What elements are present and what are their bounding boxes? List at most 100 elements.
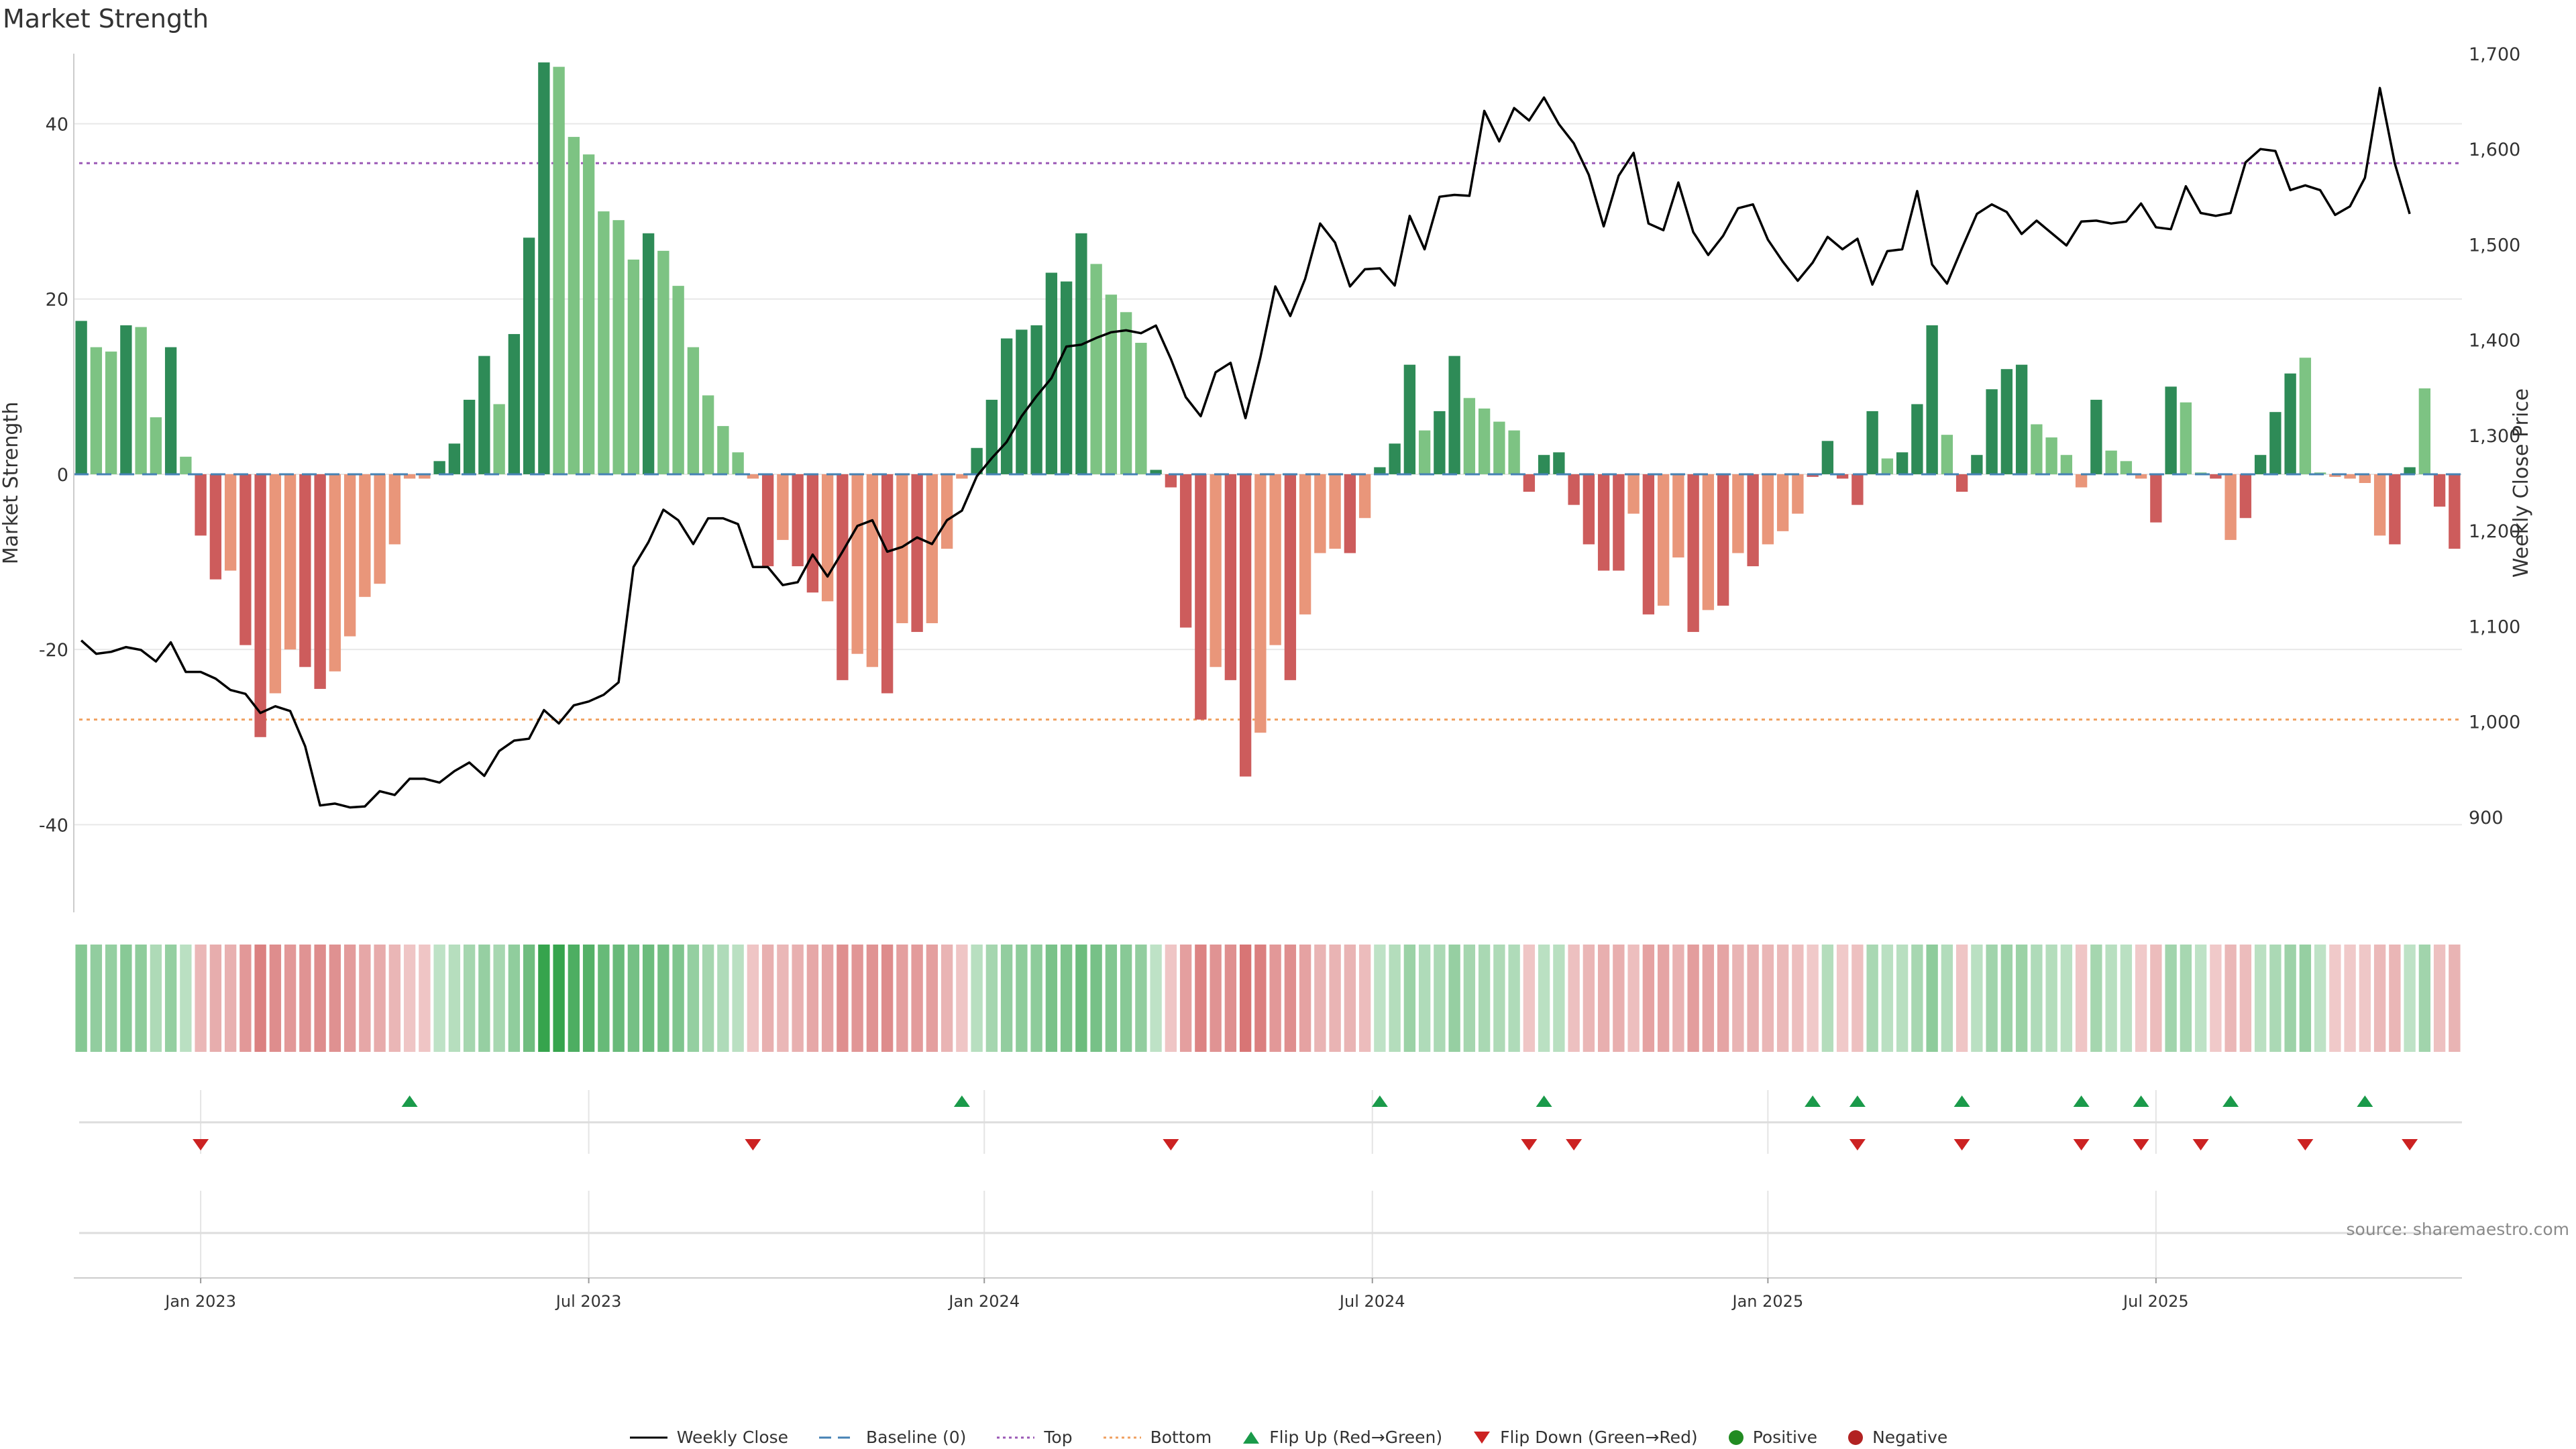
- strength-bar: [284, 474, 297, 650]
- heat-cell: [1941, 945, 1953, 1052]
- heat-cell: [1597, 945, 1610, 1052]
- strength-bar: [388, 474, 401, 545]
- heat-cell: [2075, 945, 2088, 1052]
- strength-bar: [329, 474, 341, 672]
- strength-bar: [75, 321, 87, 474]
- heat-cell: [2090, 945, 2102, 1052]
- strength-bar: [1642, 474, 1655, 614]
- strength-bar: [239, 474, 252, 645]
- strength-bar: [851, 474, 863, 654]
- top-line-swatch: [997, 1436, 1035, 1438]
- strength-bar: [2239, 474, 2252, 519]
- heat-cell: [254, 945, 266, 1052]
- heat-cell: [1866, 945, 1878, 1052]
- heat-cell: [2045, 945, 2057, 1052]
- strength-bar: [2075, 474, 2088, 488]
- strength-bar: [1955, 474, 1968, 492]
- strength-bar: [717, 426, 729, 474]
- heat-cell: [792, 945, 804, 1052]
- strength-bar: [1179, 474, 1192, 628]
- strength-bar: [419, 474, 431, 479]
- heat-cell: [1179, 945, 1192, 1052]
- heat-cell: [1030, 945, 1042, 1052]
- heat-cell: [523, 945, 535, 1052]
- strength-bar: [926, 474, 938, 623]
- heat-cell: [2418, 945, 2431, 1052]
- legend-item-flip-up[interactable]: Flip Up (Red→Green): [1241, 1428, 1442, 1447]
- heat-cell: [1165, 945, 1177, 1052]
- heat-cell: [239, 945, 252, 1052]
- strength-bar: [523, 237, 535, 474]
- heat-cell: [329, 945, 341, 1052]
- baseline-swatch: [819, 1436, 857, 1438]
- flip-down-marker: [1521, 1139, 1538, 1150]
- legend-item-positive[interactable]: Positive: [1727, 1428, 1817, 1447]
- heat-cell: [1299, 945, 1311, 1052]
- flip-down-triangle-icon: [1474, 1431, 1491, 1444]
- flip-down-marker: [745, 1139, 761, 1150]
- flip-up-marker: [2357, 1095, 2373, 1107]
- heat-cell: [1075, 945, 1087, 1052]
- legend-item-weekly-close[interactable]: Weekly Close: [629, 1428, 788, 1447]
- strength-bar: [1000, 338, 1013, 474]
- strength-bar: [1553, 452, 1565, 474]
- legend-item-top[interactable]: Top: [996, 1428, 1073, 1447]
- positive-dot-icon: [1728, 1430, 1743, 1445]
- heat-cell: [1732, 945, 1744, 1052]
- legend-item-baseline[interactable]: Baseline (0): [818, 1428, 966, 1447]
- legend-label: Weekly Close: [676, 1428, 789, 1447]
- heat-cell: [1553, 945, 1565, 1052]
- strength-bar: [1060, 281, 1073, 474]
- strength-bar: [2373, 474, 2386, 536]
- heat-cell: [612, 945, 625, 1052]
- heat-cell: [2000, 945, 2013, 1052]
- strength-bar: [612, 220, 625, 474]
- heat-cell: [1568, 945, 1580, 1052]
- strength-bar: [1418, 430, 1431, 474]
- heat-cell: [150, 945, 162, 1052]
- heat-cell: [1955, 945, 1968, 1052]
- heat-cell: [105, 945, 117, 1052]
- legend-label: Flip Up (Red→Green): [1269, 1428, 1443, 1447]
- strength-bar: [1045, 272, 1058, 474]
- flip-down-marker: [2297, 1139, 2314, 1150]
- strength-bar: [538, 62, 550, 474]
- strength-bar: [299, 474, 311, 667]
- heat-cell: [1508, 945, 1520, 1052]
- strength-bar: [2449, 474, 2461, 549]
- legend-item-flip-down[interactable]: Flip Down (Green→Red): [1472, 1428, 1698, 1447]
- legend-item-negative[interactable]: Negative: [1847, 1428, 1947, 1447]
- flip-up-marker: [1805, 1095, 1821, 1107]
- strength-bar: [1807, 474, 1819, 477]
- heat-cell: [1120, 945, 1132, 1052]
- heat-cell: [1702, 945, 1715, 1052]
- strength-bar: [642, 233, 655, 474]
- heat-cell: [761, 945, 774, 1052]
- strength-bar: [553, 66, 565, 474]
- legend-item-bottom[interactable]: Bottom: [1102, 1428, 1212, 1447]
- heat-cell: [2284, 945, 2296, 1052]
- heat-cell: [1434, 945, 1446, 1052]
- strength-bar: [1747, 474, 1759, 567]
- strength-bar: [463, 399, 476, 474]
- weekly-close-polyline: [80, 87, 2411, 809]
- heat-cell: [702, 945, 714, 1052]
- y-tick-label: 0: [57, 465, 68, 486]
- strength-bar: [180, 456, 192, 474]
- strength-bar: [806, 474, 819, 593]
- heat-cell: [1776, 945, 1789, 1052]
- heat-cell: [359, 945, 371, 1052]
- strength-bar: [269, 474, 282, 694]
- strength-bar: [821, 474, 834, 602]
- strength-bar: [1120, 312, 1132, 474]
- heat-cell: [851, 945, 863, 1052]
- heat-cell: [2373, 945, 2386, 1052]
- weekly-close-line: [80, 87, 2411, 809]
- strength-bar: [2031, 424, 2043, 474]
- strength-bar: [1881, 458, 1894, 474]
- y-axis-label: Market Strength: [0, 402, 23, 564]
- strength-bar: [1986, 389, 1998, 474]
- strength-bar: [687, 347, 700, 474]
- strength-bar: [941, 474, 953, 549]
